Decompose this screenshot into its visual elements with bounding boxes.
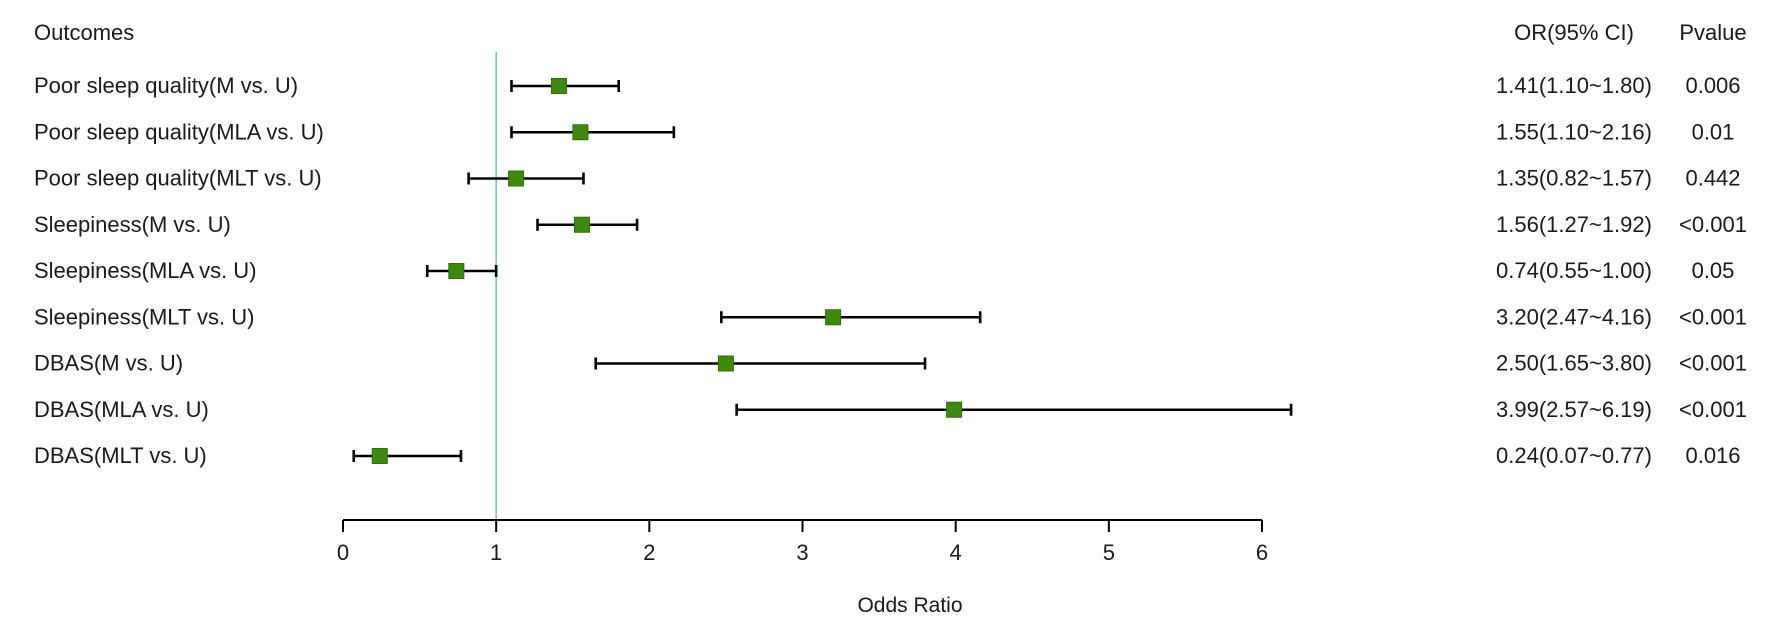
or-ci-header: OR(95% CI): [1514, 20, 1634, 45]
forest-row: Poor sleep quality(M vs. U) 1.41(1.10~1.8…: [34, 73, 1741, 98]
or-ci-value: 0.24(0.07~0.77): [1496, 443, 1652, 468]
row-label: Sleepiness(M vs. U): [34, 212, 231, 237]
row-label: Sleepiness(MLA vs. U): [34, 258, 257, 283]
or-point-marker: [825, 309, 842, 326]
p-value: 0.016: [1685, 443, 1740, 468]
p-value: 0.05: [1692, 258, 1735, 283]
x-tick-label: 1: [490, 540, 502, 565]
or-ci-value: 1.41(1.10~1.80): [1496, 73, 1652, 98]
or-ci-value: 2.50(1.65~3.80): [1496, 351, 1652, 376]
or-point-marker: [717, 355, 734, 372]
or-ci-value: 1.35(0.82~1.57): [1496, 166, 1652, 191]
or-ci-value: 3.20(2.47~4.16): [1496, 304, 1652, 329]
forest-row: Poor sleep quality(MLA vs. U) 1.55(1.10~2…: [34, 119, 1734, 144]
x-tick-label: 5: [1103, 540, 1115, 565]
row-label: Poor sleep quality(MLA vs. U): [34, 119, 324, 144]
forest-row: Sleepiness(MLA vs. U) 0.74(0.55~1.00) 0.05: [34, 258, 1734, 283]
p-value: 0.442: [1685, 166, 1740, 191]
rows-layer: Poor sleep quality(M vs. U) 1.41(1.10~1.8…: [34, 52, 1747, 520]
p-value: <0.001: [1679, 304, 1747, 329]
or-ci-value: 1.55(1.10~2.16): [1496, 119, 1652, 144]
p-value: <0.001: [1679, 351, 1747, 376]
x-tick-label: 3: [796, 540, 808, 565]
forest-row: Poor sleep quality(MLT vs. U) 1.35(0.82~1…: [34, 166, 1741, 191]
p-value: <0.001: [1679, 212, 1747, 237]
x-axis: 0 1 2 3 4 5 6: [337, 519, 1268, 565]
row-label: DBAS(MLA vs. U): [34, 397, 209, 422]
or-point-marker: [572, 124, 589, 141]
or-ci-value: 3.99(2.57~6.19): [1496, 397, 1652, 422]
forest-row: DBAS(M vs. U) 2.50(1.65~3.80) <0.001: [34, 351, 1747, 376]
or-ci-value: 0.74(0.55~1.00): [1496, 258, 1652, 283]
outcomes-header: Outcomes: [34, 20, 134, 45]
or-point-marker: [573, 216, 590, 233]
p-value: 0.006: [1685, 73, 1740, 98]
p-value: <0.001: [1679, 397, 1747, 422]
x-tick-label: 0: [337, 540, 349, 565]
x-tick-label: 2: [643, 540, 655, 565]
or-point-marker: [550, 78, 567, 94]
forest-row: Sleepiness(M vs. U) 1.56(1.27~1.92) <0.001: [34, 212, 1747, 237]
x-axis-label: Odds Ratio: [857, 594, 962, 617]
row-label: Poor sleep quality(M vs. U): [34, 73, 298, 98]
forest-row: DBAS(MLA vs. U) 3.99(2.57~6.19) <0.001: [34, 397, 1747, 422]
or-point-marker: [508, 170, 525, 187]
x-tick-label: 6: [1256, 540, 1268, 565]
forest-row: DBAS(MLT vs. U) 0.24(0.07~0.77) 0.016: [34, 443, 1741, 468]
row-label: Sleepiness(MLT vs. U): [34, 304, 254, 329]
row-label: Poor sleep quality(MLT vs. U): [34, 166, 322, 191]
pvalue-header: Pvalue: [1679, 20, 1746, 45]
row-label: DBAS(M vs. U): [34, 351, 183, 376]
or-ci-value: 1.56(1.27~1.92): [1496, 212, 1652, 237]
or-point-marker: [371, 448, 388, 464]
or-point-marker: [946, 401, 963, 418]
forest-row: Sleepiness(MLT vs. U) 3.20(2.47~4.16) <0.0…: [34, 304, 1747, 329]
or-point-marker: [448, 263, 465, 279]
x-tick-label: 4: [950, 540, 962, 565]
p-value: 0.01: [1692, 119, 1735, 144]
row-label: DBAS(MLT vs. U): [34, 443, 207, 468]
